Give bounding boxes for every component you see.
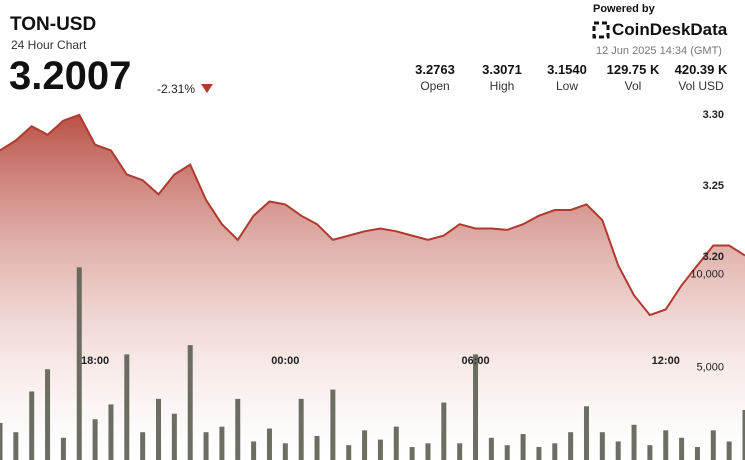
- volume-bar: [346, 445, 352, 460]
- volume-bar: [663, 430, 669, 460]
- y-tick-label: 3.20: [703, 251, 724, 263]
- volume-bar: [568, 432, 574, 460]
- stat-value: 3.2763: [415, 62, 455, 77]
- volume-bar: [171, 413, 177, 460]
- volume-bar: [679, 437, 685, 460]
- volume-bar: [504, 445, 510, 460]
- volume-bar: [726, 441, 732, 460]
- subtitle: 24 Hour Chart: [11, 38, 87, 52]
- volume-bar: [441, 402, 447, 460]
- volume-bar: [108, 404, 114, 460]
- volume-bar: [694, 447, 700, 460]
- volume-bar: [473, 354, 479, 460]
- volume-bar: [266, 428, 272, 460]
- volume-bar: [583, 406, 589, 460]
- symbol: TON-USD: [10, 14, 97, 35]
- volume-bar: [377, 439, 383, 460]
- stat-label: High: [489, 79, 515, 93]
- volume-bar: [298, 398, 304, 460]
- stat-value: 3.3071: [482, 62, 522, 77]
- y2-tick-label: 5,000: [696, 361, 724, 373]
- volume-bar: [520, 434, 526, 460]
- price: 3.2007: [9, 54, 132, 98]
- change: -2.31%: [157, 82, 196, 96]
- brand: CoinDeskData: [612, 20, 728, 39]
- volume-bar: [710, 430, 716, 460]
- price-area: [0, 114, 745, 460]
- volume-bar: [282, 443, 288, 460]
- volume-bar: [251, 441, 257, 460]
- stat-value: 3.1540: [547, 62, 587, 77]
- x-tick-label: 12:00: [652, 355, 680, 367]
- volume-bar: [29, 391, 35, 460]
- volume-bar: [536, 447, 542, 460]
- volume-bar: [219, 426, 225, 460]
- timestamp: 12 Jun 2025 14:34 (GMT): [596, 45, 722, 57]
- y2-tick-label: 10,000: [690, 269, 724, 281]
- volume-bar: [742, 409, 745, 460]
- x-tick-label: 18:00: [81, 355, 109, 367]
- volume-bar: [393, 426, 399, 460]
- volume-bar: [314, 435, 320, 460]
- volume-bar: [330, 389, 336, 460]
- stat-label: Vol: [624, 79, 642, 93]
- stat-label: Open: [420, 79, 450, 93]
- volume-bar: [647, 445, 653, 460]
- volume-bar: [140, 432, 146, 460]
- volume-bar: [235, 398, 241, 460]
- volume-bar: [203, 432, 209, 460]
- volume-bar: [615, 441, 621, 460]
- volume-bar: [13, 432, 19, 460]
- volume-bar: [0, 422, 3, 460]
- stat: 3.1540 Low: [532, 62, 602, 93]
- volume-bar: [457, 443, 463, 460]
- x-tick-label: 00:00: [271, 355, 299, 367]
- volume-bar: [552, 443, 558, 460]
- y-tick-label: 3.30: [703, 109, 724, 121]
- volume-bar: [187, 345, 193, 460]
- volume-bar: [488, 437, 494, 460]
- volume-bar: [409, 447, 415, 460]
- down-arrow: [201, 84, 213, 93]
- volume-bar: [631, 424, 637, 460]
- volume-bar: [362, 430, 368, 460]
- powered-by: Powered by: [593, 3, 655, 15]
- stat-value: 420.39 K: [674, 62, 728, 77]
- volume-bar: [92, 419, 98, 460]
- volume-bar: [124, 354, 130, 460]
- volume-bar: [45, 369, 51, 460]
- y-tick-label: 3.25: [703, 180, 724, 192]
- volume-bar: [60, 437, 66, 460]
- stat-label: Low: [555, 79, 578, 93]
- stat-value: 129.75 K: [606, 62, 660, 77]
- stat: 420.39 K Vol USD: [666, 62, 736, 93]
- x-tick-label: 06:00: [461, 355, 489, 367]
- stat: 3.3071 High: [467, 62, 537, 93]
- stat: 3.2763 Open: [400, 62, 470, 93]
- stat-label: Vol USD: [678, 79, 724, 93]
- volume-bar: [156, 398, 162, 460]
- brand-logo: [592, 21, 610, 39]
- price-line: [0, 113, 745, 317]
- volume-bar: [599, 432, 605, 460]
- stat: 129.75 K Vol: [598, 62, 668, 93]
- volume-bar: [76, 267, 82, 460]
- volume-bar: [425, 443, 431, 460]
